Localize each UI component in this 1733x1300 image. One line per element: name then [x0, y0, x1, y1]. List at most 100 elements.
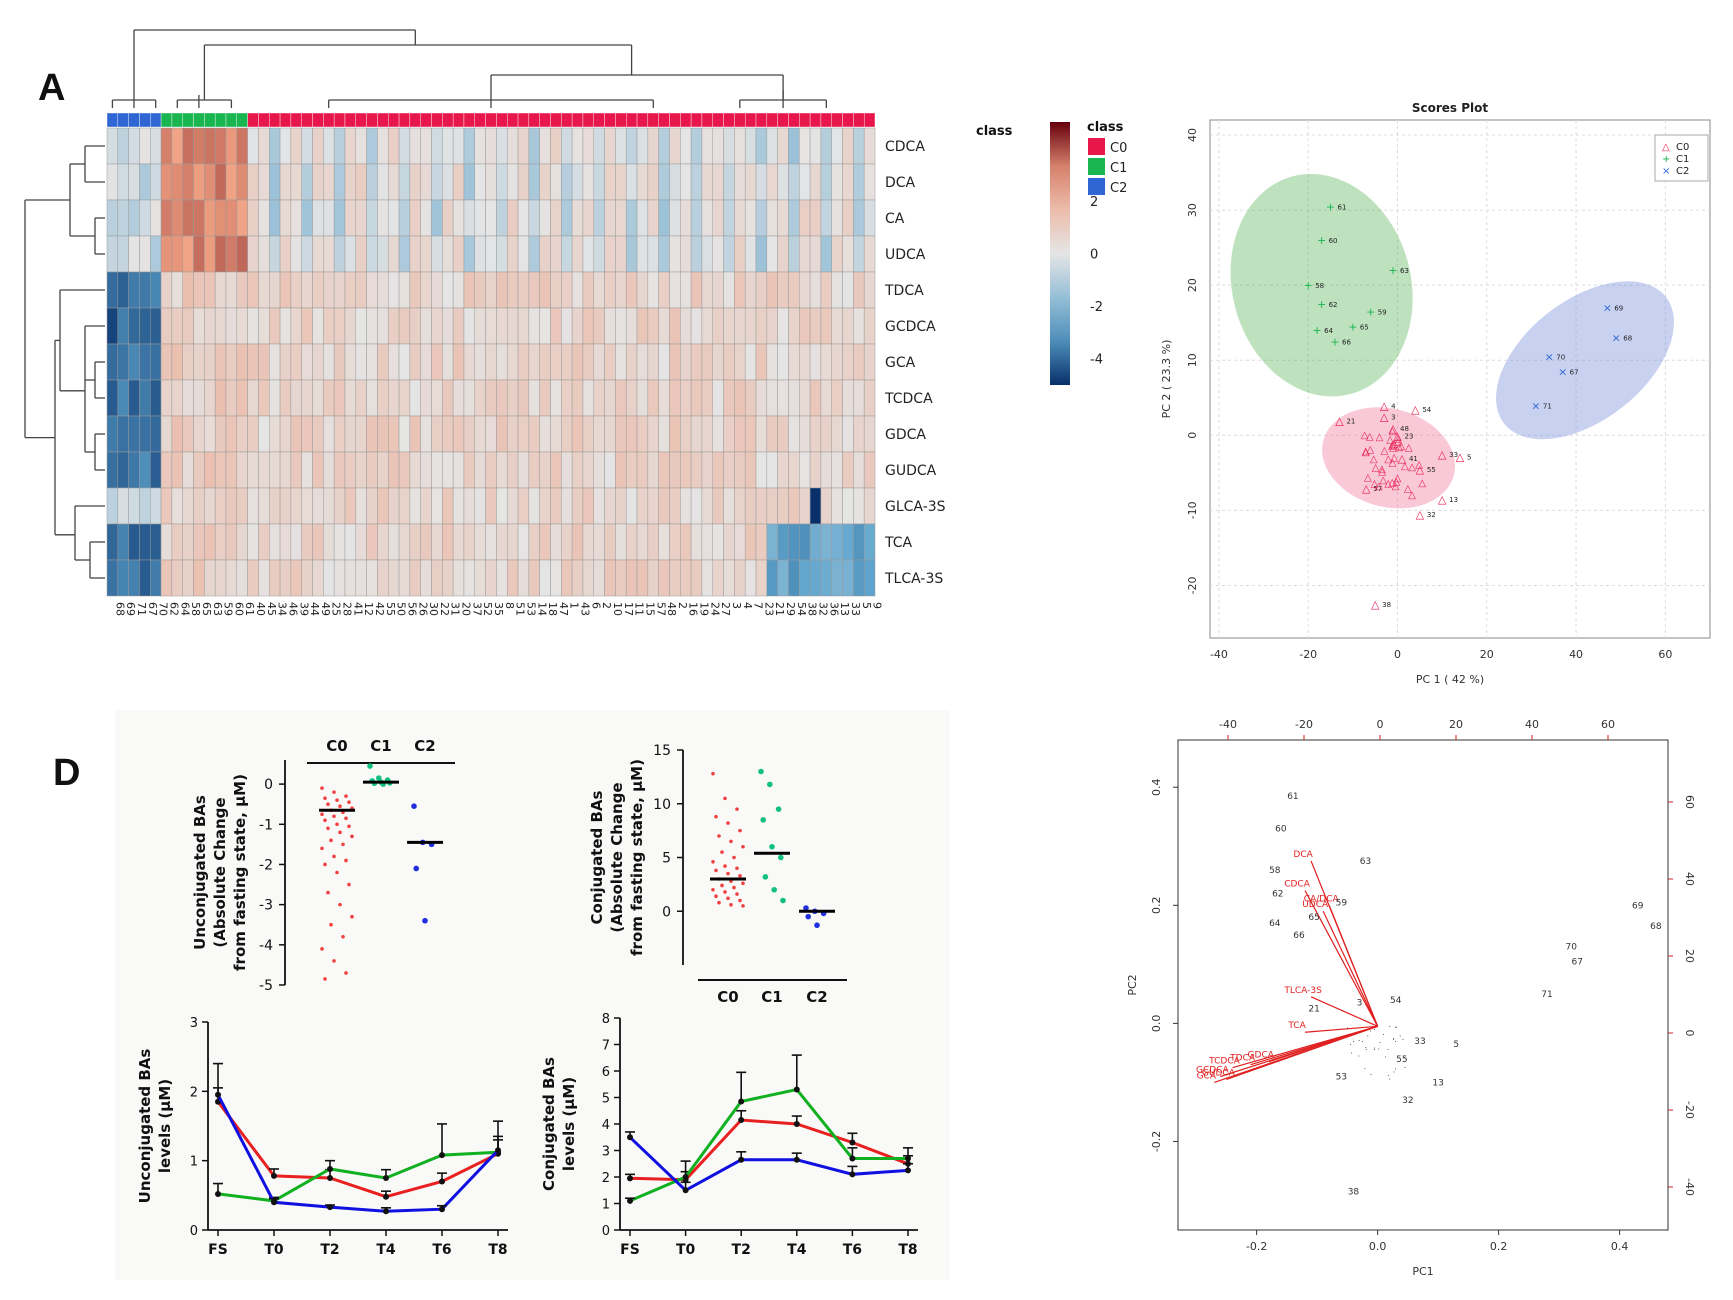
panel-d-background	[115, 710, 950, 1280]
heatmap-cell	[290, 271, 302, 309]
heatmap-cell	[420, 271, 432, 309]
right-tick-label: 60	[1683, 795, 1696, 809]
heatmap-cell	[387, 235, 400, 273]
heatmap-cell	[766, 235, 778, 273]
heatmap-cell	[701, 199, 713, 237]
heatmap-cell	[734, 487, 746, 525]
heatmap-cell	[799, 271, 811, 309]
heatmap-cell	[647, 199, 659, 237]
heatmap-cell	[831, 235, 843, 273]
score-point: △	[1371, 598, 1380, 611]
data-point	[905, 1155, 911, 1162]
y-axis-label: PC 2 ( 23.3 %)	[1160, 340, 1173, 419]
heatmap-cell	[258, 199, 270, 237]
column-label: 41	[351, 602, 364, 616]
data-point	[335, 822, 339, 827]
class-bar-cell	[301, 112, 313, 128]
heatmap-cell	[604, 559, 616, 597]
score-point-label: 60	[1329, 237, 1338, 245]
data-point	[338, 830, 342, 835]
score-point: △	[1366, 445, 1374, 456]
heatmap-cell	[442, 307, 454, 345]
heatmap-cell	[323, 271, 335, 309]
data-point	[738, 828, 742, 833]
heatmap-cell	[366, 487, 378, 525]
heatmap-cell	[615, 199, 627, 237]
heatmap-cell	[755, 379, 768, 417]
x-tick-label: 60	[1658, 648, 1672, 661]
heatmap-cell	[420, 487, 432, 525]
heatmap-cell	[658, 307, 670, 345]
heatmap-cell	[204, 199, 216, 237]
sample-point: ·	[1365, 1045, 1368, 1054]
heatmap-cell	[647, 451, 659, 489]
heatmap-cell	[712, 415, 724, 453]
heatmap-cell	[344, 163, 357, 201]
sample-label: 33	[1414, 1037, 1425, 1047]
heatmap-cell	[279, 271, 292, 309]
score-point-label: 68	[1623, 335, 1632, 343]
category-label: C1	[761, 988, 782, 1006]
heatmap-cell	[496, 523, 508, 561]
right-tick-label: -40	[1683, 1178, 1696, 1196]
sample-point: ·	[1395, 1024, 1398, 1033]
heatmap-cell	[452, 307, 465, 345]
data-point	[367, 763, 373, 769]
heatmap-cell	[604, 379, 616, 417]
heatmap-cell	[247, 451, 259, 489]
heatmap-cell	[150, 451, 162, 489]
heatmap-cell	[182, 487, 194, 525]
data-point	[329, 838, 333, 843]
y-axis-label: PC2	[1126, 974, 1139, 995]
heatmap-cell	[452, 199, 465, 237]
class-annotation-bar	[106, 112, 876, 128]
score-point: +	[1366, 305, 1375, 318]
data-point	[627, 1134, 633, 1141]
heatmap-cell	[377, 379, 389, 417]
heatmap-cell	[636, 415, 649, 453]
sample-point: ·	[1358, 1052, 1361, 1061]
heatmap-cell	[723, 523, 735, 561]
sample-label: 60	[1275, 825, 1287, 835]
y-tick-label: -1	[259, 817, 273, 833]
heatmap-cell	[539, 235, 551, 273]
heatmap-cell	[225, 235, 238, 273]
heatmap-cell	[647, 127, 659, 165]
heatmap-cell	[171, 343, 183, 381]
confidence-ellipse	[1230, 173, 1413, 397]
heatmap-cell	[171, 271, 183, 309]
heatmap-cell	[236, 379, 248, 417]
heatmap-cell	[853, 451, 865, 489]
heatmap-cell	[744, 559, 757, 597]
category-label: C1	[370, 737, 391, 755]
heatmap-cell	[820, 163, 832, 201]
column-label: 55	[384, 602, 397, 616]
sample-point: ·	[1378, 1045, 1381, 1054]
heatmap-cell	[247, 199, 259, 237]
heatmap-cell	[182, 127, 194, 165]
heatmap-cell	[247, 127, 259, 165]
score-point: △	[1394, 434, 1402, 445]
heatmap-cell	[831, 379, 843, 417]
column-label: 38	[806, 602, 819, 616]
column-label: 39	[297, 602, 310, 616]
heatmap-cell	[258, 451, 270, 489]
heatmap-cell	[355, 487, 367, 525]
heatmap-cell	[485, 307, 497, 345]
heatmap-cell	[582, 451, 595, 489]
heatmap-cell	[723, 487, 735, 525]
heatmap-cell	[333, 523, 346, 561]
heatmap-cell	[496, 235, 508, 273]
data-point	[905, 1167, 911, 1174]
heatmap-cell	[398, 235, 411, 273]
heatmap-cell	[701, 487, 713, 525]
heatmap-cell	[117, 343, 129, 381]
y-axis-label: (Absolute Change	[211, 797, 229, 947]
heatmap-cell	[593, 451, 605, 489]
heatmap-cell	[799, 343, 811, 381]
heatmap-cell	[106, 199, 119, 237]
heatmap-cell	[150, 343, 162, 381]
heatmap-cell	[669, 559, 681, 597]
data-point	[735, 807, 739, 811]
heatmap-cell	[236, 307, 248, 345]
